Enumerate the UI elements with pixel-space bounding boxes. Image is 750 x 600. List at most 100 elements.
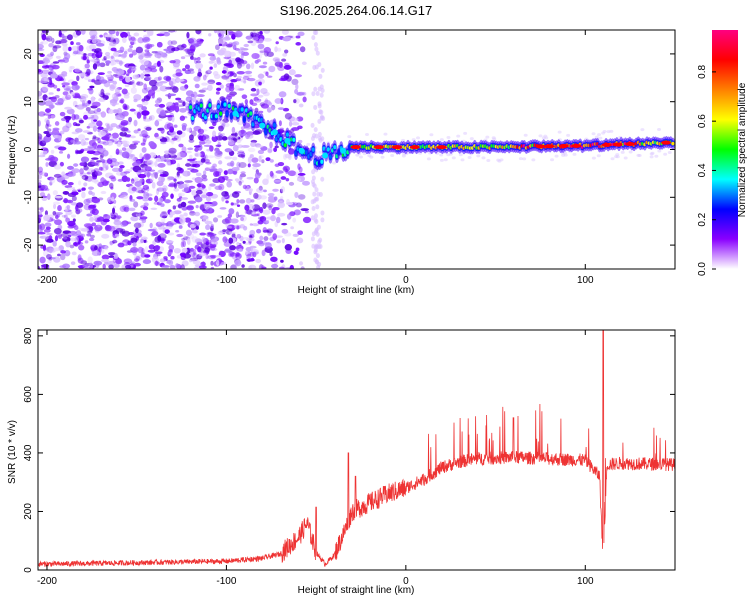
heatmap-speckle <box>197 128 205 135</box>
heatmap-speckle <box>91 250 101 257</box>
heatmap-speckle <box>262 227 267 233</box>
heatmap-speckle <box>110 47 117 52</box>
heatmap-speckle <box>240 171 246 175</box>
heatmap-speckle <box>242 240 246 244</box>
heatmap-speckle <box>150 207 158 211</box>
heatmap-speckle <box>117 178 123 182</box>
heatmap-speckle <box>135 81 144 86</box>
heatmap-speckle <box>317 243 322 249</box>
heatmap-speckle <box>316 224 321 230</box>
heatmap-speckle <box>615 153 620 157</box>
heatmap-speckle <box>262 202 267 210</box>
heatmap-speckle <box>177 203 183 209</box>
heatmap-speckle <box>278 200 284 208</box>
heatmap-speckle <box>205 224 211 231</box>
heatmap-speckle <box>112 39 117 44</box>
heatmap-speckle <box>121 147 127 151</box>
heatmap-speckle <box>320 87 325 93</box>
heatmap-speckle <box>275 41 279 45</box>
heatmap-speckle <box>320 176 325 182</box>
ridge-core <box>333 145 337 150</box>
heatmap-speckle <box>234 84 240 91</box>
heatmap-speckle <box>88 190 93 195</box>
heatmap-speckle <box>92 101 101 108</box>
heatmap-speckle <box>173 124 178 128</box>
heatmap-speckle <box>176 255 182 259</box>
heatmap-speckle <box>315 253 320 259</box>
heatmap-speckle <box>70 41 74 45</box>
heatmap-speckle <box>293 99 297 104</box>
heatmap-speckle <box>358 155 363 159</box>
heatmap-speckle <box>295 202 302 208</box>
heatmap-speckle <box>90 114 95 119</box>
heatmap-speckle <box>227 42 234 48</box>
heatmap-speckle <box>57 253 61 257</box>
heatmap-speckle <box>46 57 52 61</box>
ridge-core <box>219 111 223 116</box>
heatmap-speckle <box>180 56 186 60</box>
colorbar-tick-label: 0.8 <box>697 64 708 78</box>
ridge-core <box>208 103 212 108</box>
heatmap-speckle <box>200 158 206 163</box>
heatmap-speckle <box>319 92 324 98</box>
heatmap-speckle <box>118 161 124 165</box>
spectrogram-y-ticks: -20 -10 0 10 20 <box>23 48 675 252</box>
heatmap-speckle <box>169 78 177 85</box>
heatmap-speckle <box>89 44 97 50</box>
heatmap-speckle <box>115 148 120 155</box>
heatmap-speckle <box>38 231 46 235</box>
heatmap-speckle <box>224 248 232 252</box>
heatmap-speckle <box>45 108 52 113</box>
heatmap-speckle <box>263 46 272 54</box>
heatmap-speckle <box>265 203 274 208</box>
heatmap-speckle <box>226 181 233 188</box>
heatmap-speckle <box>278 120 282 127</box>
heatmap-speckle <box>262 61 268 65</box>
heatmap-speckle <box>65 240 71 248</box>
heatmap-speckle <box>181 237 185 241</box>
heatmap-speckle <box>243 74 253 78</box>
heatmap-speckle <box>224 50 232 58</box>
heatmap-speckle <box>96 120 103 127</box>
heatmap-speckle <box>188 259 196 262</box>
heatmap-speckle <box>146 160 155 168</box>
heatmap-speckle <box>69 65 75 70</box>
heatmap-speckle <box>132 242 137 247</box>
heatmap-speckle <box>100 258 107 263</box>
heatmap-speckle <box>158 175 166 183</box>
heatmap-speckle <box>250 62 255 70</box>
heatmap-speckle <box>38 96 44 100</box>
heatmap-speckle <box>65 122 72 129</box>
heatmap-speckle <box>179 150 188 158</box>
ridge-core <box>326 147 330 152</box>
heatmap-speckle <box>252 251 259 255</box>
heatmap-speckle <box>60 250 66 254</box>
heatmap-speckle <box>657 149 662 153</box>
snr-series-line <box>38 330 675 568</box>
heatmap-speckle <box>245 35 253 40</box>
heatmap-speckle <box>172 86 179 93</box>
heatmap-speckle <box>227 213 233 218</box>
heatmap-speckle <box>62 45 69 52</box>
y-tick-label: 400 <box>23 444 34 461</box>
heatmap-speckle <box>71 251 77 256</box>
ridge-knot <box>259 122 266 129</box>
spectrogram-x-ticks: -200 -100 0 100 <box>37 30 594 286</box>
heatmap-speckle <box>54 219 63 226</box>
heatmap-speckle <box>54 121 60 126</box>
heatmap-speckle <box>114 233 120 237</box>
snr-y-label: SNR (10 * v/v) <box>7 420 18 484</box>
heatmap-speckle <box>101 245 105 249</box>
heatmap-speckle <box>149 114 155 121</box>
heatmap-speckle <box>104 245 109 251</box>
heatmap-speckle <box>458 153 463 157</box>
heatmap-speckle <box>133 119 138 127</box>
heatmap-speckle <box>320 210 325 216</box>
heatmap-speckle <box>166 159 171 166</box>
heatmap-speckle <box>223 170 228 176</box>
heatmap-speckle <box>97 221 101 228</box>
heatmap-speckle <box>39 53 45 58</box>
heatmap-speckle <box>317 101 322 107</box>
heatmap-speckle <box>172 205 177 210</box>
heatmap-speckle <box>288 120 293 127</box>
